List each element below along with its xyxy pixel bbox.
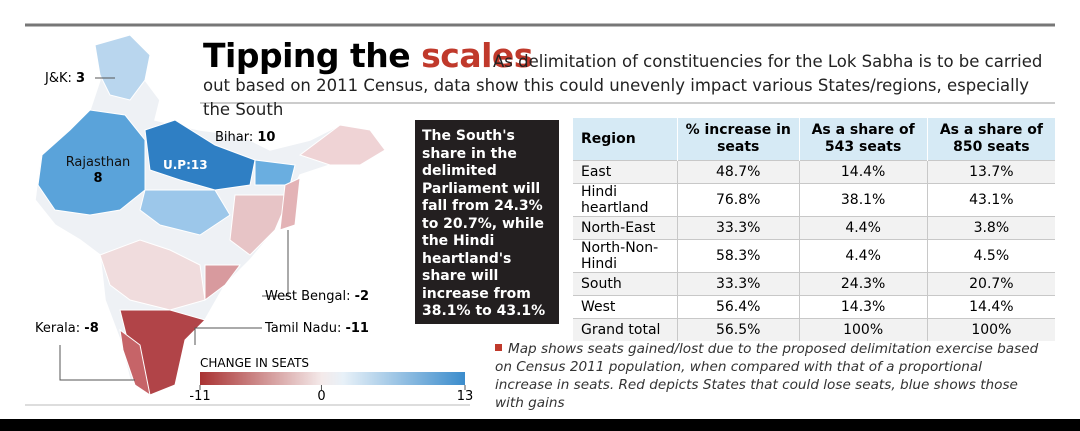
table-cell: 56.5% — [676, 318, 799, 341]
subtitle: As delimitation of constituencies for th… — [203, 52, 1043, 119]
table-cell: 33.3% — [676, 272, 799, 296]
region-table: Region% increase in seats As a share of 5… — [573, 118, 1055, 341]
table-cell: North-Non-Hindi — [573, 239, 678, 273]
region-east — [229, 194, 291, 256]
header-row: Region% increase in seats As a share of 5… — [573, 118, 1055, 161]
region-kerala — [119, 328, 151, 397]
table-cell: 56.4% — [676, 295, 799, 319]
footnote: Map shows seats gained/lost due to the p… — [495, 340, 1040, 412]
region-bihar — [254, 159, 296, 186]
table-cell: 4.5% — [926, 239, 1055, 273]
table-row: East 48.7% 14.4% 13.7% — [573, 160, 1055, 184]
table-cell: 100% — [798, 318, 928, 341]
region-ap — [204, 264, 241, 301]
region-mp — [139, 189, 231, 236]
table-cell: South — [573, 272, 678, 296]
legend-label: -11 — [189, 389, 210, 404]
table-cell: Grand total — [573, 318, 678, 341]
map-label: U.P:13 — [163, 158, 208, 172]
footnote-text: Map shows seats gained/lost due to the p… — [495, 341, 1039, 411]
map-label: Bihar: 10 — [215, 130, 275, 145]
table-cell: Hindi heartland — [573, 183, 678, 217]
map-label: Rajasthan — [66, 155, 131, 170]
table-cell: 100% — [926, 318, 1055, 341]
table-cell: 33.3% — [676, 216, 799, 240]
table-cell: 43.1% — [926, 183, 1055, 217]
map-label: Kerala: -8 — [35, 321, 99, 336]
table-cell: 13.7% — [926, 160, 1055, 184]
table-row: North-Non-Hindi 58.3% 4.4% 4.5% — [573, 239, 1055, 273]
table-row: North-East 33.3% 4.4% 3.8% — [573, 216, 1055, 240]
table-cell: East — [573, 160, 678, 184]
legend-title: CHANGE IN SEATS — [200, 356, 309, 370]
column-header: As a share of 543 seats — [798, 118, 928, 161]
column-header: % increase in seats — [676, 118, 799, 161]
table-cell: 14.4% — [926, 295, 1055, 319]
table-row: Grand total 56.5% 100% 100% — [573, 318, 1055, 341]
title: Tipping the scales — [203, 36, 533, 75]
table-cell: 58.3% — [676, 239, 799, 273]
region-rajasthan — [37, 109, 146, 216]
map-value: 8 — [93, 171, 102, 186]
column-header: Region — [573, 118, 678, 161]
legend-ticks: -11 0 13 — [189, 385, 473, 404]
legend-bar — [200, 372, 465, 385]
table-cell: 14.3% — [798, 295, 928, 319]
table-cell: North-East — [573, 216, 678, 240]
leader-lines — [59, 77, 289, 381]
callout: The South's share in the delimited Parli… — [415, 120, 559, 324]
legend-label: 13 — [457, 389, 474, 404]
legend-label: 0 — [317, 389, 325, 404]
table-row: West 56.4% 14.3% 14.4% — [573, 295, 1055, 319]
table-cell: 48.7% — [676, 160, 799, 184]
table-cell: 14.4% — [798, 160, 928, 184]
table-cell: 38.1% — [798, 183, 928, 217]
table-cell: 3.8% — [926, 216, 1055, 240]
region-northeast — [298, 124, 386, 166]
table-row: South 33.3% 24.3% 20.7% — [573, 272, 1055, 296]
table-row: Hindi heartland 76.8% 38.1% 43.1% — [573, 183, 1055, 217]
map-label: West Bengal: -2 — [265, 289, 369, 304]
table-cell: 4.4% — [798, 216, 928, 240]
table-cell: 20.7% — [926, 272, 1055, 296]
table-cell: West — [573, 295, 678, 319]
table-cell: 24.3% — [798, 272, 928, 296]
map-label: Tamil Nadu: -11 — [264, 321, 369, 336]
region-wb — [279, 177, 301, 231]
table-cell: 4.4% — [798, 239, 928, 273]
bottom-bar — [0, 419, 1080, 431]
map-label: J&K: 3 — [44, 71, 85, 86]
bullet — [495, 344, 502, 351]
column-header: As a share of 850 seats — [926, 118, 1055, 161]
region-up — [144, 119, 256, 191]
table-cell: 76.8% — [676, 183, 799, 217]
